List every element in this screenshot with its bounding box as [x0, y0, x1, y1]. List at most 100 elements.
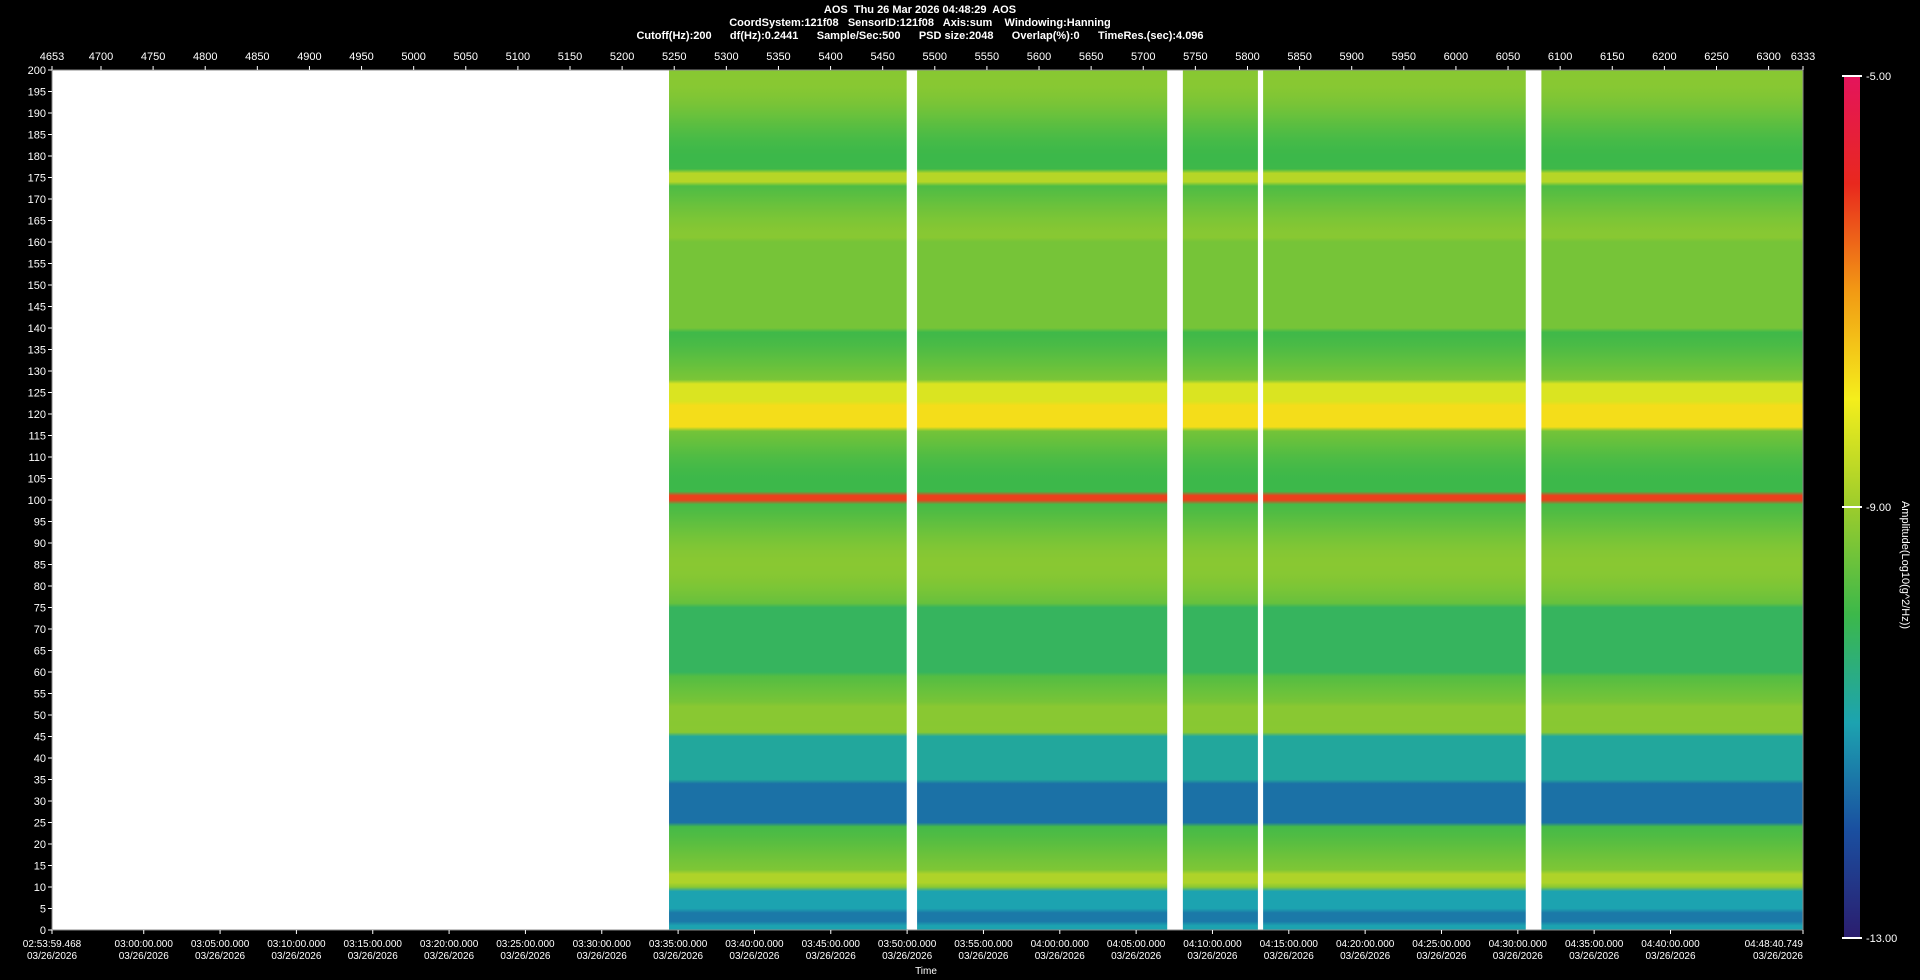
time-tick-label: 03:35:00.000 — [649, 939, 708, 950]
top-tick-label: 5100 — [506, 51, 530, 63]
y-tick-label: 120 — [28, 409, 46, 421]
time-tick-label: 03:50:00.000 — [878, 939, 937, 950]
time-tick-label: 03:15:00.000 — [344, 939, 403, 950]
y-tick-label: 125 — [28, 388, 46, 400]
y-tick-label: 110 — [28, 452, 46, 464]
time-tick-label: 03:45:00.000 — [802, 939, 861, 950]
time-tick-label: 03:25:00.000 — [496, 939, 555, 950]
time-tick-label: 04:35:00.000 — [1565, 939, 1624, 950]
y-tick-label: 70 — [34, 624, 46, 636]
y-tick-label: 115 — [28, 431, 46, 443]
time-tick-label: 03:55:00.000 — [954, 939, 1013, 950]
spectrogram-segment — [1541, 70, 1803, 930]
colorbar-tick-label: -5.00 — [1866, 71, 1891, 83]
time-tick-label: 04:15:00.000 — [1260, 939, 1319, 950]
y-tick-label: 45 — [34, 732, 46, 744]
y-tick-label: 40 — [34, 753, 46, 765]
top-tick-label: 6050 — [1496, 51, 1520, 63]
top-tick-label: 5700 — [1131, 51, 1155, 63]
y-tick-label: 100 — [28, 495, 46, 507]
date-tick-label: 03/26/2026 — [729, 951, 779, 962]
x-axis-label: Time — [915, 966, 937, 977]
spectrogram-segment — [917, 70, 1168, 930]
y-tick-label: 15 — [34, 861, 46, 873]
y-tick-label: 160 — [28, 237, 46, 249]
y-tick-label: 135 — [28, 345, 46, 357]
time-tick-label: 03:20:00.000 — [420, 939, 479, 950]
top-tick-label: 5500 — [923, 51, 947, 63]
date-tick-label: 03/26/2026 — [1264, 951, 1314, 962]
top-tick-label: 5200 — [610, 51, 634, 63]
plot-area — [52, 70, 1803, 930]
top-tick-label: 6100 — [1548, 51, 1572, 63]
date-tick-label: 03/26/2026 — [653, 951, 703, 962]
y-tick-label: 10 — [34, 882, 46, 894]
top-tick-label: 5000 — [401, 51, 425, 63]
top-tick-label: 5950 — [1392, 51, 1416, 63]
date-tick-label: 03/26/2026 — [1416, 951, 1466, 962]
date-tick-label: 03/26/2026 — [1753, 951, 1803, 962]
time-tick-label: 03:40:00.000 — [725, 939, 784, 950]
y-tick-label: 95 — [34, 517, 46, 529]
top-tick-label: 5750 — [1183, 51, 1207, 63]
y-tick-label: 190 — [28, 108, 46, 120]
top-tick-label: 5400 — [818, 51, 842, 63]
y-tick-label: 20 — [34, 839, 46, 851]
date-tick-label: 03/26/2026 — [1645, 951, 1695, 962]
top-tick-label: 4750 — [141, 51, 165, 63]
time-tick-label: 03:10:00.000 — [267, 939, 326, 950]
y-tick-label: 145 — [28, 302, 46, 314]
top-tick-label: 5250 — [662, 51, 686, 63]
time-tick-label: 04:30:00.000 — [1489, 939, 1548, 950]
date-tick-label: 03/26/2026 — [27, 951, 77, 962]
date-tick-label: 03/26/2026 — [882, 951, 932, 962]
top-tick-label: 6150 — [1600, 51, 1624, 63]
top-tick-label: 6300 — [1756, 51, 1780, 63]
y-tick-label: 180 — [28, 151, 46, 163]
date-tick-label: 03/26/2026 — [1111, 951, 1161, 962]
top-tick-label: 5450 — [870, 51, 894, 63]
time-tick-label: 04:10:00.000 — [1183, 939, 1242, 950]
date-tick-label: 03/26/2026 — [119, 951, 169, 962]
chart-header: AOS Thu 26 Mar 2026 04:48:29 AOS CoordSy… — [0, 4, 1840, 43]
axes: 0 5 10 15 20 25 30 35 40 45 50 55 60 65 70 75 80 85 90 95 10… — [23, 51, 1815, 962]
top-tick-label: 5350 — [766, 51, 790, 63]
time-tick-label: 04:25:00.000 — [1412, 939, 1471, 950]
time-tick-label: 03:00:00.000 — [115, 939, 174, 950]
time-tick-label: 04:00:00.000 — [1031, 939, 1090, 950]
date-tick-label: 03/26/2026 — [424, 951, 474, 962]
top-tick-label: 4700 — [89, 51, 113, 63]
date-tick-label: 03/26/2026 — [1035, 951, 1085, 962]
y-tick-label: 0 — [40, 925, 46, 937]
date-tick-label: 03/26/2026 — [577, 951, 627, 962]
y-tick-label: 65 — [34, 646, 46, 658]
top-tick-label: 5600 — [1027, 51, 1051, 63]
y-tick-label: 200 — [28, 65, 46, 77]
y-tick-label: 75 — [34, 603, 46, 615]
top-tick-label: 5300 — [714, 51, 738, 63]
colorbar-tick-label: -13.00 — [1866, 933, 1897, 945]
y-tick-label: 80 — [34, 581, 46, 593]
colorbar-label: Amplitude(Log10(g^2/Hz)) — [1899, 500, 1911, 630]
y-tick-label: 105 — [28, 474, 46, 486]
y-tick-label: 130 — [28, 366, 46, 378]
top-tick-label: 4950 — [349, 51, 373, 63]
y-tick-label: 150 — [28, 280, 46, 292]
top-tick-label: 5850 — [1287, 51, 1311, 63]
date-tick-label: 03/26/2026 — [500, 951, 550, 962]
top-tick-label: 6333 — [1791, 51, 1815, 63]
date-tick-label: 03/26/2026 — [271, 951, 321, 962]
header-params-line-2: Cutoff(Hz):200 df(Hz):0.2441 Sample/Sec:… — [636, 30, 1204, 42]
top-tick-label: 5800 — [1235, 51, 1259, 63]
y-tick-label: 30 — [34, 796, 46, 808]
y-tick-label: 90 — [34, 538, 46, 550]
header-params-line-1: CoordSystem:121f08 SensorID:121f08 Axis:… — [729, 17, 1111, 29]
top-tick-label: 4850 — [245, 51, 269, 63]
top-tick-label: 5050 — [454, 51, 478, 63]
top-tick-label: 4900 — [297, 51, 321, 63]
time-tick-label: 04:20:00.000 — [1336, 939, 1395, 950]
date-tick-label: 03/26/2026 — [1340, 951, 1390, 962]
y-tick-label: 170 — [28, 194, 46, 206]
colorbar: -5.00 -9.00 -13.00 — [1842, 71, 1897, 945]
